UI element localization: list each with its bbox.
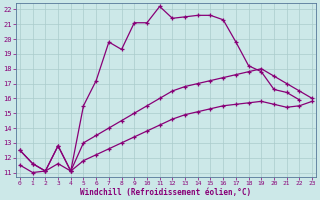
X-axis label: Windchill (Refroidissement éolien,°C): Windchill (Refroidissement éolien,°C) xyxy=(80,188,252,197)
